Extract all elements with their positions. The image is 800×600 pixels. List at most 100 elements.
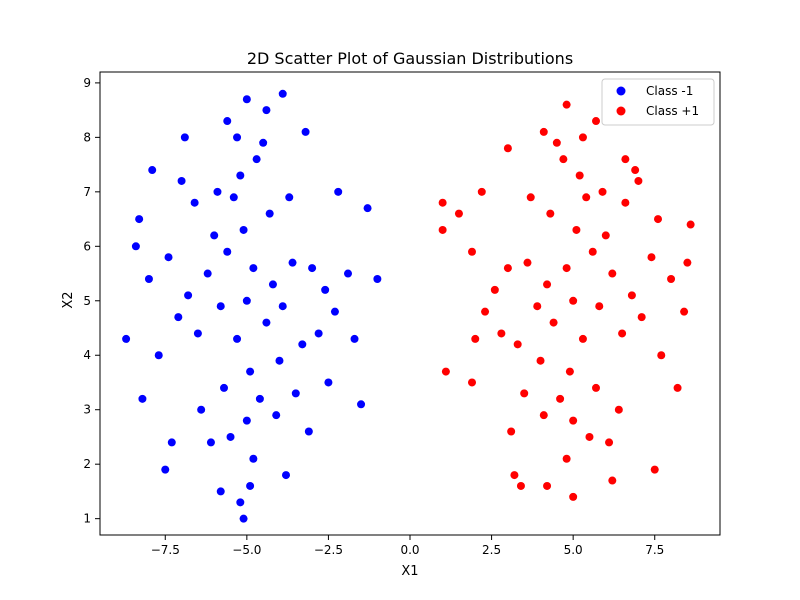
data-point: [308, 264, 317, 273]
axes: −7.5 −5.0 −2.5 0.0 2.5 5.0 7.5 1 2 3 4 5 6 7 8 9: [83, 71, 721, 557]
data-point: [523, 258, 532, 267]
data-point: [546, 209, 555, 218]
data-point: [291, 389, 300, 398]
data-point: [363, 204, 372, 213]
data-point: [477, 187, 486, 196]
x-tick-label: 5.0: [564, 543, 583, 557]
data-point: [582, 193, 591, 202]
data-point: [174, 313, 183, 322]
data-point: [503, 144, 512, 153]
data-point: [667, 274, 676, 283]
data-point: [438, 198, 447, 207]
data-point: [255, 394, 264, 403]
data-point: [193, 329, 202, 338]
legend-marker: [616, 86, 626, 96]
data-point: [562, 100, 571, 109]
data-point: [330, 307, 339, 316]
data-point: [278, 89, 287, 98]
data-point: [601, 231, 610, 240]
data-point: [621, 155, 630, 164]
data-point: [513, 340, 522, 349]
data-point: [177, 176, 186, 185]
data-point: [605, 438, 614, 447]
data-point: [167, 438, 176, 447]
x-axis-label: X1: [401, 564, 418, 579]
data-point: [259, 138, 268, 147]
data-point: [592, 117, 600, 126]
x-tick-label: 7.5: [645, 543, 664, 557]
data-point: [138, 394, 147, 403]
data-point: [282, 471, 290, 480]
data-point: [598, 187, 607, 196]
data-point: [223, 117, 232, 126]
series-0: [122, 89, 382, 523]
data-point: [608, 476, 617, 485]
data-point: [148, 166, 157, 175]
data-point: [585, 432, 594, 441]
x-tick-label: −7.5: [151, 543, 180, 557]
data-point: [565, 367, 574, 376]
data-point: [220, 383, 228, 392]
data-point: [190, 198, 199, 207]
data-point: [265, 209, 274, 218]
data-point: [236, 498, 245, 507]
data-point: [246, 367, 255, 376]
data-point: [239, 514, 248, 523]
data-point: [252, 155, 261, 164]
legend: Class -1 Class +1: [601, 78, 715, 126]
data-point: [650, 465, 659, 474]
data-point: [441, 367, 450, 376]
y-tick-label: 8: [83, 130, 91, 144]
data-point: [549, 318, 558, 327]
legend-label: Class +1: [646, 104, 699, 118]
data-point: [572, 225, 581, 234]
data-point: [595, 302, 604, 311]
data-point: [242, 95, 251, 104]
data-point: [233, 133, 242, 142]
data-point: [203, 269, 212, 278]
data-point: [262, 106, 271, 115]
y-tick-label: 1: [83, 512, 91, 526]
data-point: [539, 411, 548, 420]
data-point: [216, 302, 225, 311]
data-point: [454, 209, 463, 218]
data-point: [621, 198, 630, 207]
legend-marker: [616, 106, 626, 116]
data-point: [578, 334, 587, 343]
data-point: [314, 329, 323, 338]
y-axis-label: X2: [61, 291, 76, 308]
data-point: [229, 193, 238, 202]
data-point: [683, 258, 692, 267]
data-point: [592, 383, 600, 392]
data-point: [526, 193, 535, 202]
data-point: [634, 176, 643, 185]
x-tick-label: −5.0: [232, 543, 261, 557]
data-point: [164, 253, 173, 262]
series-1: [438, 100, 695, 501]
data-point: [321, 285, 330, 294]
data-point: [631, 166, 640, 175]
data-point: [468, 247, 476, 256]
data-point: [520, 389, 529, 398]
data-point: [497, 329, 506, 338]
data-point: [298, 340, 307, 349]
data-point: [569, 492, 578, 501]
data-point: [627, 291, 636, 300]
data-point: [373, 274, 382, 283]
data-point: [161, 465, 170, 474]
data-point: [588, 247, 597, 256]
data-point: [122, 334, 131, 343]
data-point: [552, 138, 561, 147]
data-point: [510, 471, 519, 480]
data-point: [301, 127, 310, 136]
plot-frame: [99, 71, 721, 536]
chart-title: 2D Scatter Plot of Gaussian Distribution…: [247, 49, 573, 68]
y-tick-label: 5: [83, 294, 91, 308]
x-tick-label: −2.5: [314, 543, 343, 557]
data-point: [569, 416, 578, 425]
y-tick-label: 3: [83, 403, 91, 417]
data-point: [533, 302, 542, 311]
data-point: [543, 280, 552, 289]
data-point: [562, 454, 571, 463]
data-point: [210, 231, 219, 240]
